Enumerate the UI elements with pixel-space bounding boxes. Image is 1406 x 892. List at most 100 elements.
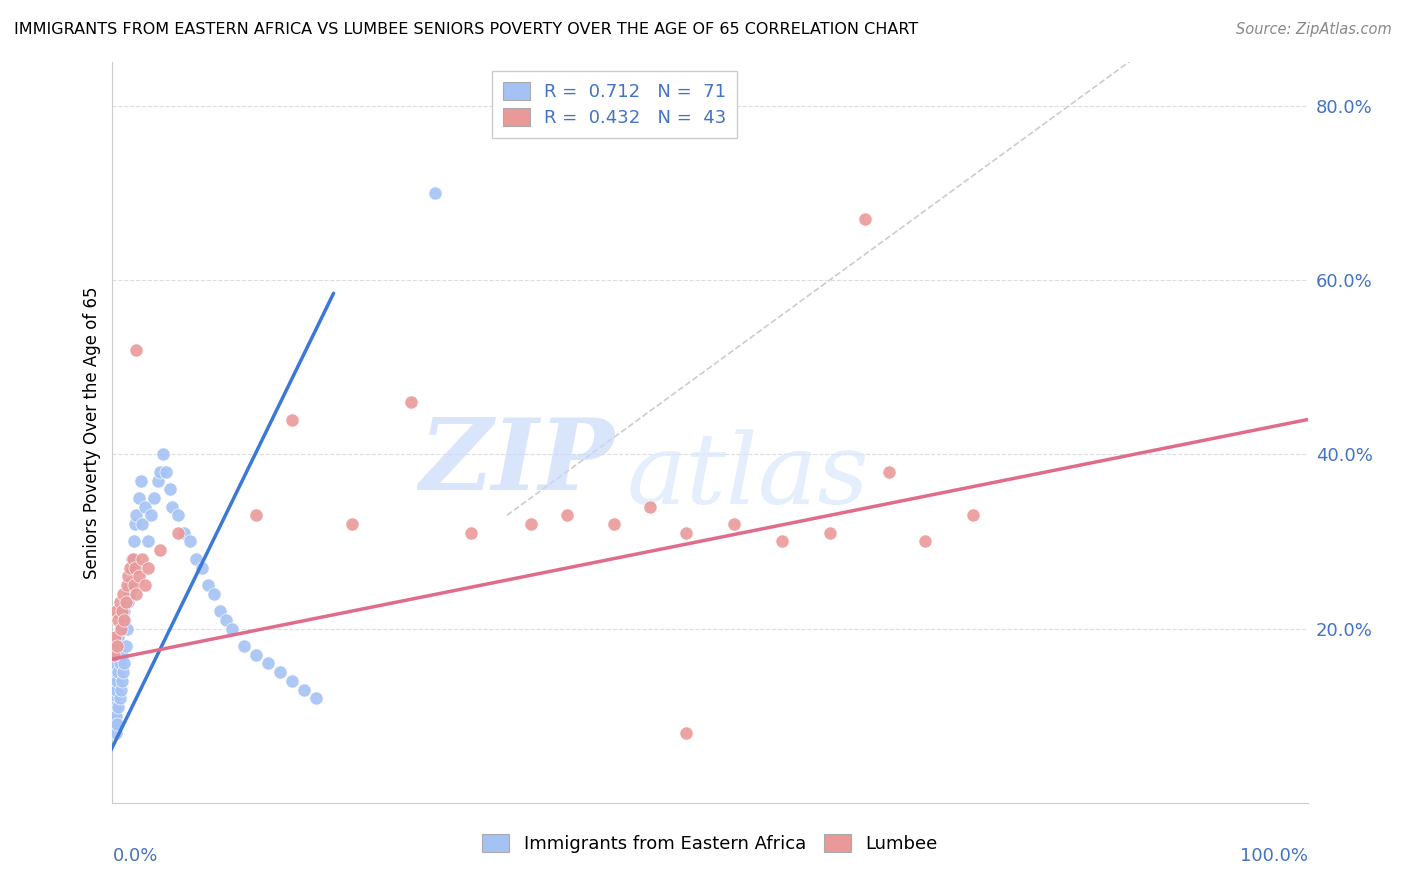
Point	[103, 700, 125, 714]
Point	[281, 673, 304, 688]
Point	[221, 622, 243, 636]
Point	[149, 543, 172, 558]
Point	[107, 665, 129, 680]
Point	[202, 587, 225, 601]
Point	[120, 578, 142, 592]
Point	[603, 517, 626, 532]
Point	[108, 595, 131, 609]
Point	[215, 613, 238, 627]
Point	[110, 682, 132, 697]
Point	[107, 700, 129, 714]
Point	[105, 708, 128, 723]
Point	[269, 665, 291, 680]
Point	[425, 186, 447, 200]
Point	[111, 673, 134, 688]
Point	[114, 639, 136, 653]
Point	[162, 500, 183, 514]
Point	[124, 517, 146, 532]
Point	[245, 648, 267, 662]
Y-axis label: Seniors Poverty Over the Age of 65: Seniors Poverty Over the Age of 65	[83, 286, 101, 579]
Point	[115, 578, 138, 592]
Point	[105, 682, 128, 697]
Point	[818, 525, 841, 540]
Point	[143, 491, 166, 505]
Point	[233, 639, 256, 653]
Point	[520, 517, 543, 532]
Point	[117, 569, 139, 583]
Point	[103, 708, 125, 723]
Point	[110, 622, 132, 636]
Point	[146, 474, 169, 488]
Point	[105, 639, 128, 653]
Text: Source: ZipAtlas.com: Source: ZipAtlas.com	[1236, 22, 1392, 37]
Point	[305, 691, 328, 706]
Point	[138, 560, 160, 574]
Point	[179, 534, 201, 549]
Point	[103, 682, 125, 697]
Point	[115, 622, 138, 636]
Point	[197, 578, 219, 592]
Point	[131, 552, 153, 566]
Point	[110, 622, 132, 636]
Point	[112, 613, 135, 627]
Point	[104, 717, 127, 731]
Point	[675, 726, 697, 740]
Point	[879, 465, 901, 479]
Point	[167, 508, 190, 523]
Point	[114, 613, 135, 627]
Point	[117, 595, 139, 609]
Point	[401, 395, 423, 409]
Point	[105, 673, 128, 688]
Point	[186, 552, 208, 566]
Point	[114, 595, 136, 609]
Point	[460, 525, 482, 540]
Point	[122, 534, 145, 549]
Point	[191, 560, 214, 574]
Point	[125, 508, 148, 523]
Point	[155, 465, 177, 479]
Point	[131, 517, 153, 532]
Point	[105, 604, 128, 618]
Point	[114, 657, 135, 671]
Point	[675, 525, 697, 540]
Point	[173, 525, 195, 540]
Point	[103, 665, 125, 680]
Point	[149, 465, 172, 479]
Point	[104, 700, 127, 714]
Point	[209, 604, 232, 618]
Point	[112, 587, 135, 601]
Point	[120, 560, 142, 574]
Point	[121, 552, 143, 566]
Point	[108, 657, 131, 671]
Point	[111, 648, 134, 662]
Point	[152, 447, 174, 461]
Point	[962, 508, 984, 523]
Point	[108, 691, 131, 706]
Point	[281, 412, 304, 426]
Point	[104, 630, 127, 644]
Text: ZIP: ZIP	[419, 414, 614, 510]
Point	[855, 212, 877, 227]
Text: IMMIGRANTS FROM EASTERN AFRICA VS LUMBEE SENIORS POVERTY OVER THE AGE OF 65 CORR: IMMIGRANTS FROM EASTERN AFRICA VS LUMBEE…	[14, 22, 918, 37]
Point	[723, 517, 745, 532]
Point	[292, 682, 315, 697]
Point	[122, 578, 145, 592]
Point	[257, 657, 280, 671]
Point	[104, 691, 127, 706]
Point	[128, 569, 150, 583]
Text: atlas: atlas	[627, 429, 869, 524]
Point	[128, 491, 150, 505]
Point	[125, 343, 148, 357]
Point	[770, 534, 793, 549]
Point	[121, 552, 143, 566]
Point	[105, 639, 128, 653]
Point	[112, 665, 135, 680]
Legend: Immigrants from Eastern Africa, Lumbee: Immigrants from Eastern Africa, Lumbee	[475, 827, 945, 861]
Text: 100.0%: 100.0%	[1240, 847, 1308, 865]
Point	[105, 648, 128, 662]
Point	[245, 508, 267, 523]
Point	[111, 604, 134, 618]
Point	[139, 508, 162, 523]
Point	[138, 534, 160, 549]
Point	[129, 474, 152, 488]
